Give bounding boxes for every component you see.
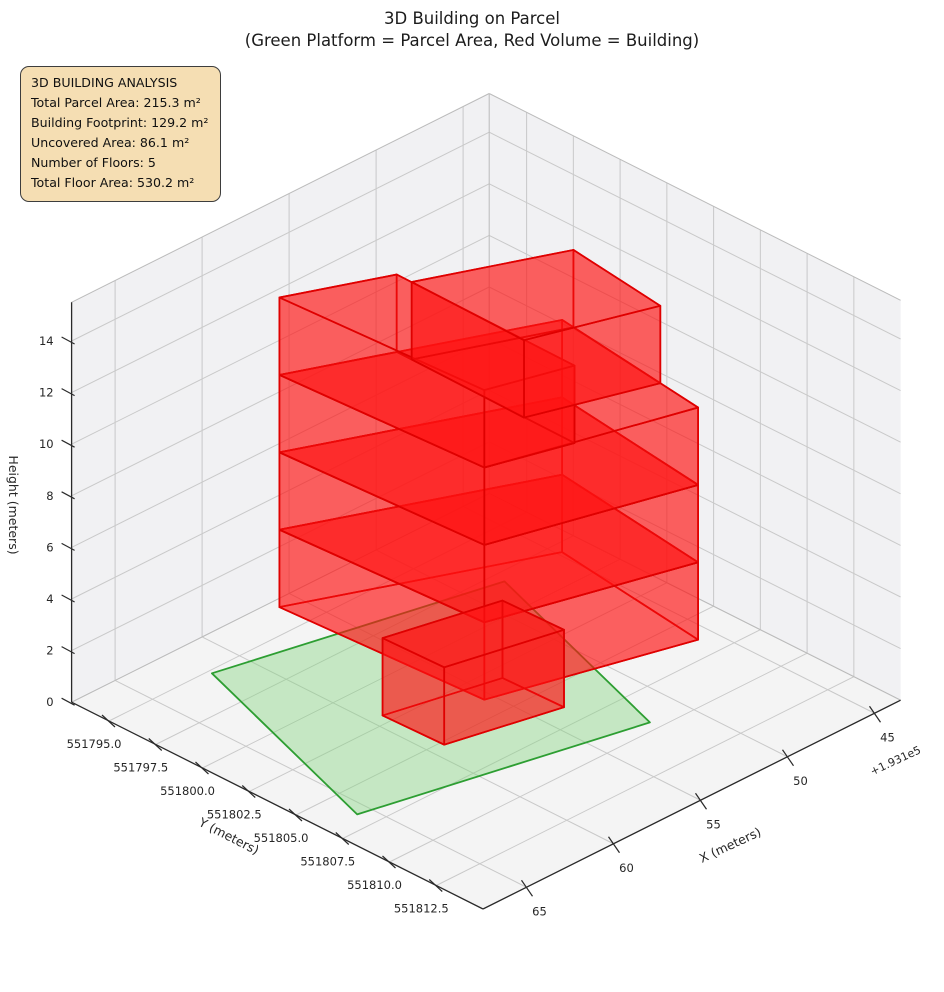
building-floor-5-right-wing [410,249,662,419]
y-tick-label: 551807.5 [300,855,355,869]
building-floor-1-ground-annex [381,599,565,746]
x-tick-label: 60 [619,861,634,875]
analysis-box-title: 3D BUILDING ANALYSIS [31,75,178,90]
z-tick-label: 14 [39,334,54,348]
x-axis-offset-text: +1.931e5 [868,743,923,778]
z-tick-label: 2 [46,644,53,658]
y-tick-label: 551810.0 [347,878,402,892]
axis-spines [70,302,901,910]
z-tick-label: 8 [46,489,53,503]
x-tick-label: 45 [880,730,895,744]
axis-panes [71,93,901,909]
analysis-box: 3D BUILDING ANALYSIS Total Parcel Area: … [20,66,222,202]
analysis-line-footprint: Building Footprint: 129.2 m² [31,115,209,130]
pane-edges [71,93,901,703]
z-tick-label: 4 [46,592,53,606]
z-tick-label: 12 [39,386,54,400]
y-tick-label: 551795.0 [67,737,122,751]
analysis-line-floor-area: Total Floor Area: 530.2 m² [31,175,195,190]
z-axis-label: Height (meters) [6,455,21,554]
plot-subtitle: (Green Platform = Parcel Area, Red Volum… [244,31,700,50]
analysis-line-uncovered: Uncovered Area: 86.1 m² [31,135,190,150]
y-tick-label: 551797.5 [113,761,168,775]
grid-lines [71,106,901,888]
z-tick-label: 6 [46,540,53,554]
z-tick-label: 10 [39,437,54,451]
x-tick-label: 65 [532,904,547,918]
y-tick-label: 551800.0 [160,784,215,798]
building-floor-4 [278,319,699,546]
axis-ticks-and-labels: 4550556065551795.0551797.5551800.0551802… [39,334,895,918]
analysis-line-floors: Number of Floors: 5 [31,155,156,170]
y-tick-label: 551805.0 [254,831,309,845]
x-tick-label: 55 [706,817,721,831]
y-tick-label: 551812.5 [394,902,449,916]
plot-title-block: 3D Building on Parcel (Green Platform = … [0,8,944,52]
z-tick-label: 0 [46,695,53,709]
building-floor-3 [278,396,699,624]
x-tick-label: 50 [793,774,808,788]
building-floor-2 [278,473,699,701]
analysis-line-parcel-area: Total Parcel Area: 215.3 m² [31,95,201,110]
plot-title: 3D Building on Parcel [384,9,560,28]
parcel-platform [210,580,651,816]
y-tick-label: 551802.5 [207,808,262,822]
